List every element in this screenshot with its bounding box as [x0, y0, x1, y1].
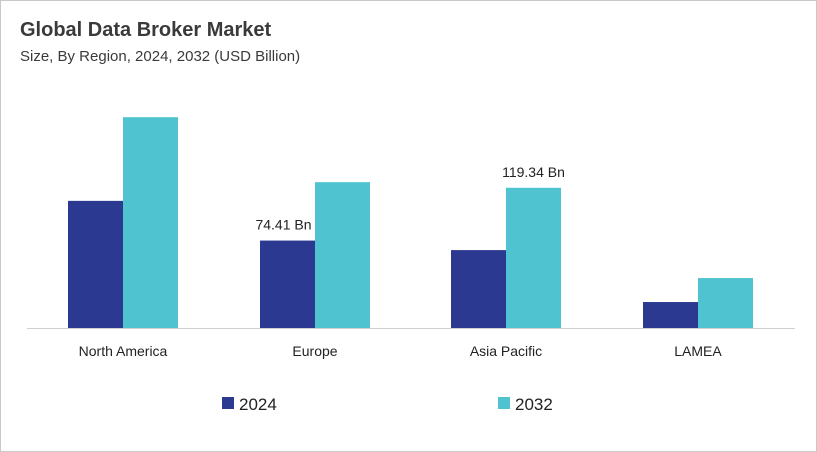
- bar-north-america-2024: [68, 200, 123, 328]
- legend-label: 2032: [515, 395, 553, 414]
- x-tick-label: LAMEA: [674, 343, 722, 359]
- chart-subtitle: Size, By Region, 2024, 2032 (USD Billion…: [20, 48, 300, 65]
- bar-lamea-2024: [643, 302, 698, 328]
- legend-swatch-2032: [498, 397, 510, 409]
- bar-europe-2032: [315, 182, 370, 328]
- x-tick-label: North America: [79, 343, 168, 359]
- bar-europe-2024: [260, 240, 315, 328]
- x-tick-label: Asia Pacific: [470, 343, 542, 359]
- bar-north-america-2032: [123, 117, 178, 328]
- data-label: 119.34 Bn: [502, 164, 565, 180]
- bar-asia-pacific-2024: [451, 250, 506, 328]
- bar-asia-pacific-2032: [506, 187, 561, 328]
- data-label: 74.41 Bn: [255, 217, 311, 233]
- chart-title: Global Data Broker Market: [20, 19, 272, 41]
- legend-swatch-2024: [222, 397, 234, 409]
- x-tick-label: Europe: [292, 343, 337, 359]
- legend-label: 2024: [239, 395, 277, 414]
- bar-lamea-2032: [698, 278, 753, 328]
